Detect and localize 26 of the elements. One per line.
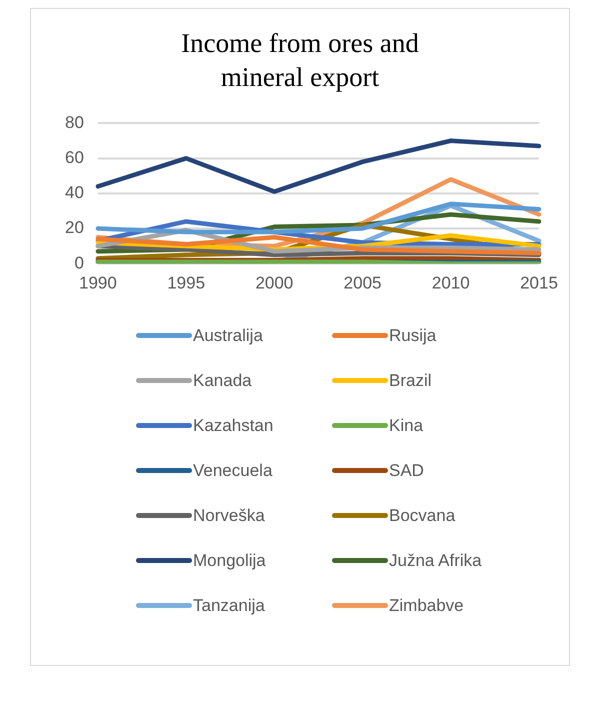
y-tick-label: 40 (64, 182, 84, 202)
x-tick-label: 2015 (520, 272, 558, 292)
x-tick-label: 2000 (255, 272, 294, 292)
legend-label: Kazahstan (193, 416, 274, 436)
x-tick-label: 2010 (432, 272, 470, 292)
x-tick-label: 2005 (344, 272, 382, 292)
legend-label: Rusija (389, 326, 436, 346)
y-tick-label: 0 (74, 252, 84, 272)
legend-label: Norveška (193, 506, 265, 526)
chart-title: Income from ores and mineral export (180, 27, 420, 94)
legend-label: Brazil (389, 370, 432, 390)
y-tick-label: 80 (64, 112, 84, 132)
x-tick-label: 1990 (78, 272, 117, 292)
legend-label: SAD (389, 460, 424, 480)
legend-label: Zimbabve (389, 596, 464, 616)
y-tick-label: 20 (64, 218, 84, 237)
x-tick-label: 1995 (167, 272, 206, 292)
legend-label: Južna Afrika (389, 550, 482, 570)
legend-label: Venecuela (193, 460, 272, 480)
legend-label: Kanada (193, 370, 252, 390)
legend-label: Tanzanija (193, 596, 265, 616)
legend-label: Mongolija (193, 550, 266, 570)
legend-label: Kina (389, 416, 424, 436)
legend-label: Bocvana (389, 506, 456, 526)
y-tick-label: 60 (64, 147, 84, 166)
legend-label: Australija (193, 326, 263, 346)
